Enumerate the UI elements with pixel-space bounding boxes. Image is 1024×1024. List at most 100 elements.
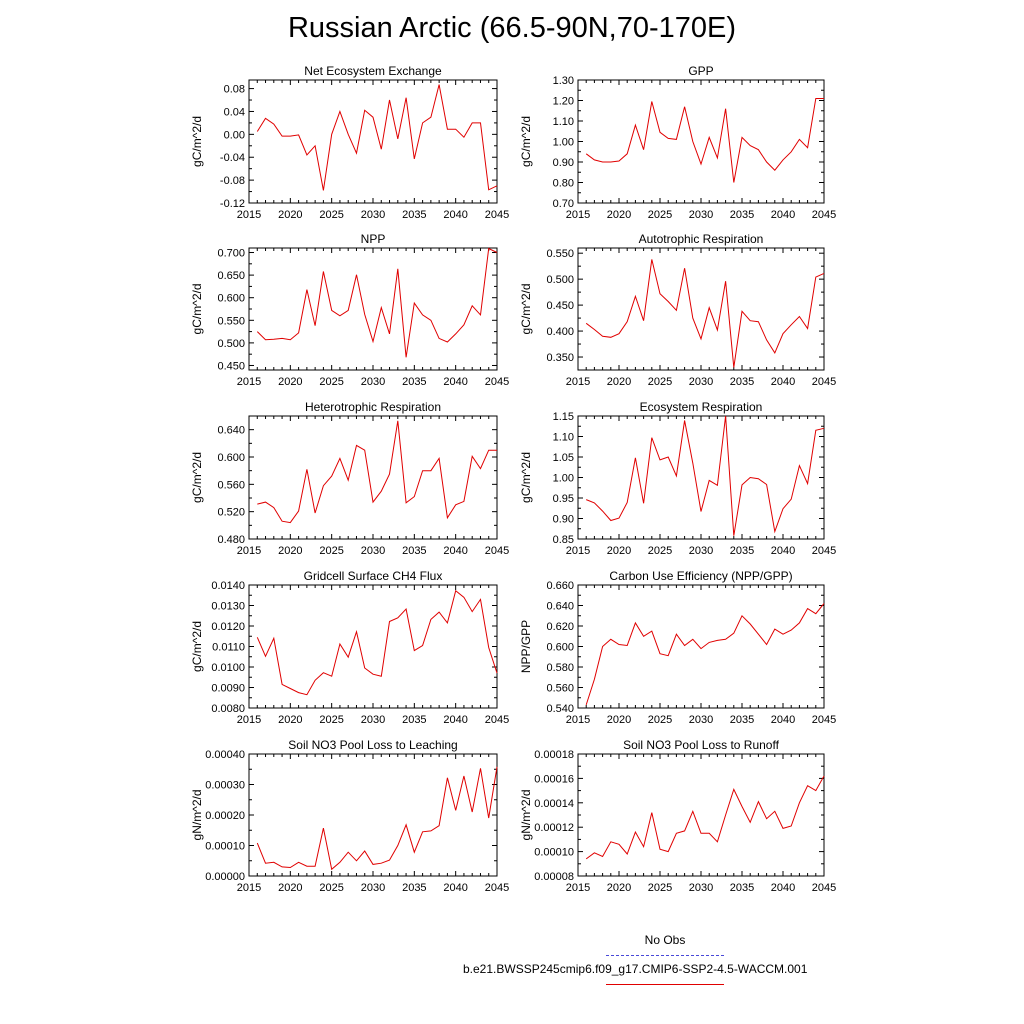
x-tick-label: 2045: [485, 545, 509, 557]
x-tick-label: 2030: [689, 209, 713, 221]
x-tick-label: 2030: [361, 376, 385, 388]
x-tick-label: 2040: [771, 209, 795, 221]
y-tick-label: 1.00: [553, 137, 574, 149]
x-tick-label: 2045: [485, 376, 509, 388]
x-tick-label: 2035: [402, 209, 426, 221]
plot-frame: [577, 584, 825, 709]
y-tick-label: 0.560: [546, 683, 574, 695]
y-axis-label: gC/m^2/d: [190, 284, 204, 335]
plot-frame: [248, 753, 498, 877]
x-tick-label: 2025: [319, 376, 343, 388]
series-line: [585, 775, 825, 860]
chart-title: NPP: [361, 232, 386, 246]
chart-title: Net Ecosystem Exchange: [304, 64, 442, 78]
legend-obs-label: No Obs: [644, 933, 686, 947]
y-tick-label: 0.550: [546, 248, 574, 260]
page-title: Russian Arctic (66.5-90N,70-170E): [287, 12, 737, 44]
plot-frame: [248, 415, 498, 540]
y-tick-label: 0.550: [217, 315, 245, 327]
x-tick-label: 2025: [319, 882, 343, 894]
x-tick-label: 2030: [361, 714, 385, 726]
chart-panel-4: Heterotrophic Respiration gC/m^2/d 2015 202…: [190, 400, 509, 557]
series-line: [256, 766, 498, 871]
series-line: [585, 259, 825, 368]
y-tick-label: 0.00016: [534, 773, 574, 785]
y-tick-label: 1.20: [553, 96, 574, 108]
x-tick-label: 2015: [237, 882, 261, 894]
y-tick-label: 0.600: [217, 452, 245, 464]
chart-title: Gridcell Surface CH4 Flux: [304, 569, 443, 583]
x-tick-label: 2035: [730, 714, 754, 726]
x-tick-label: 2035: [402, 545, 426, 557]
x-tick-label: 2030: [689, 882, 713, 894]
x-tick-label: 2040: [443, 376, 467, 388]
y-tick-label: 0.95: [553, 493, 574, 505]
chart-panel-3: Autotrophic Respiration gC/m^2/d 2015 2020 2…: [519, 232, 836, 388]
legend-case-line: [606, 984, 724, 985]
legend-case-label: b.e21.BWSSP245cmip6.f09_g17.CMIP6-SSP2-4…: [463, 962, 808, 976]
x-tick-label: 2030: [361, 545, 385, 557]
y-tick-label: 0.90: [553, 157, 574, 169]
chart-title: Autotrophic Respiration: [639, 232, 764, 246]
y-tick-label: 1.10: [553, 116, 574, 128]
x-tick-label: 2020: [607, 882, 631, 894]
y-axis-label: gC/m^2/d: [190, 621, 204, 672]
x-tick-label: 2035: [730, 376, 754, 388]
x-tick-label: 2020: [607, 714, 631, 726]
y-tick-label: 0.08: [224, 84, 245, 96]
y-tick-label: -0.08: [220, 175, 245, 187]
x-tick-label: 2040: [771, 376, 795, 388]
y-tick-label: 0.00008: [534, 871, 574, 883]
x-tick-label: 2015: [566, 882, 590, 894]
x-tick-label: 2015: [237, 209, 261, 221]
y-tick-label: 0.400: [546, 326, 574, 338]
x-tick-label: 2020: [278, 376, 302, 388]
x-tick-label: 2015: [566, 209, 590, 221]
x-tick-label: 2040: [443, 545, 467, 557]
y-tick-label: 0.650: [217, 270, 245, 282]
chart-panel-0: Net Ecosystem Exchange gC/m^2/d 2015 2020 20…: [190, 64, 509, 221]
y-axis-label: NPP/GPP: [519, 620, 533, 673]
chart-panel-8: Soil NO3 Pool Loss to Leaching gN/m^2/d 20…: [190, 738, 509, 894]
y-tick-label: 0.560: [217, 479, 245, 491]
x-tick-label: 2025: [648, 714, 672, 726]
y-tick-label: 0.70: [553, 198, 574, 210]
y-tick-label: 0.640: [217, 425, 245, 437]
y-axis-label: gC/m^2/d: [190, 452, 204, 503]
x-tick-label: 2020: [607, 376, 631, 388]
y-tick-label: 0.480: [217, 534, 245, 546]
x-tick-label: 2015: [566, 545, 590, 557]
y-tick-label: 0.580: [546, 662, 574, 674]
x-tick-label: 2045: [485, 714, 509, 726]
x-tick-label: 2035: [730, 545, 754, 557]
y-tick-label: 0.540: [546, 703, 574, 715]
x-tick-label: 2035: [730, 209, 754, 221]
y-axis-label: gC/m^2/d: [519, 116, 533, 167]
chart-title: Soil NO3 Pool Loss to Runoff: [623, 738, 780, 752]
x-tick-label: 2040: [443, 882, 467, 894]
x-tick-label: 2045: [812, 376, 836, 388]
x-tick-label: 2030: [689, 545, 713, 557]
chart-title: Carbon Use Efficiency (NPP/GPP): [609, 569, 792, 583]
y-tick-label: 0.0100: [211, 662, 245, 674]
x-tick-label: 2030: [361, 882, 385, 894]
chart-panel-1: GPP gC/m^2/d 2015 2020 2025 2030 2035 2040 2045 0…: [519, 64, 836, 221]
x-tick-label: 2035: [402, 376, 426, 388]
plot-frame: [577, 247, 825, 371]
x-tick-label: 2040: [771, 882, 795, 894]
y-tick-label: 0.00: [224, 129, 245, 141]
plot-frame: [248, 247, 498, 371]
x-tick-label: 2030: [361, 209, 385, 221]
y-tick-label: 0.85: [553, 534, 574, 546]
y-tick-label: 0.0140: [211, 580, 245, 592]
x-tick-label: 2015: [566, 714, 590, 726]
y-tick-label: 0.00010: [205, 841, 245, 853]
x-tick-label: 2045: [485, 882, 509, 894]
chart-panel-6: Gridcell Surface CH4 Flux gC/m^2/d 2015 202…: [190, 569, 509, 726]
y-axis-label: gC/m^2/d: [519, 284, 533, 335]
y-tick-label: 1.10: [553, 432, 574, 444]
y-tick-label: 0.80: [553, 178, 574, 190]
x-tick-label: 2020: [607, 209, 631, 221]
y-tick-label: 0.00000: [205, 871, 245, 883]
